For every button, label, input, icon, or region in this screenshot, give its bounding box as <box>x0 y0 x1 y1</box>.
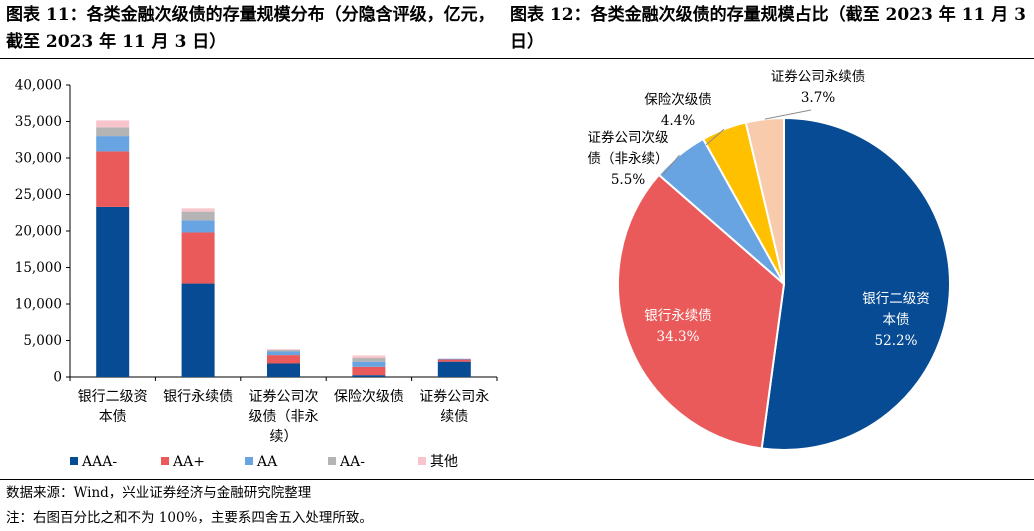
x-category-label: 保险次级债 <box>334 389 404 405</box>
source-note: 数据来源：Wind，兴业证券经济与金融研究院整理 <box>6 485 312 501</box>
bar-segment <box>352 375 386 377</box>
x-category-label: 证券公司次级债（非永续） <box>249 389 319 445</box>
bar-segment <box>352 366 386 376</box>
y-tick-label: 0 <box>53 370 62 386</box>
left-chart-title: 图表 11：各类金融次级债的存量规模分布（分隐含评级，亿元，截至 2023 年 … <box>6 5 495 52</box>
bottom-divider <box>0 479 1034 480</box>
bar-segment <box>267 351 300 356</box>
bar-segment <box>352 361 386 367</box>
pie-slice-label: 银行二级资本债 52.2% <box>862 291 930 349</box>
bar-segment <box>267 349 300 352</box>
legend-swatch <box>70 457 78 465</box>
y-tick-label: 10,000 <box>15 297 62 313</box>
pie-slice-label: 证券公司永续债 3.7% <box>771 69 866 106</box>
bar-segment <box>437 358 471 360</box>
y-tick-label: 20,000 <box>15 224 62 240</box>
legend-swatch <box>418 457 426 465</box>
bar-segment <box>96 206 130 377</box>
legend-label: 其他 <box>430 454 458 470</box>
pie-slice <box>760 116 951 451</box>
bar-segment <box>96 120 130 128</box>
pie-leader-line <box>662 154 680 176</box>
bar-segment <box>96 127 130 137</box>
x-category-label: 银行二级资本债 <box>78 389 148 425</box>
pie-slice-label: 银行永续债 34.3% <box>644 308 712 345</box>
bar-segment <box>267 355 300 364</box>
x-category-label: 证券公司永续债 <box>419 389 489 425</box>
y-tick-label: 40,000 <box>15 78 62 94</box>
y-tick-label: 5,000 <box>23 333 62 349</box>
bar-segment <box>437 359 471 362</box>
legend-swatch <box>245 457 253 465</box>
pie-slice-label: 保险次级债 4.4% <box>644 92 712 129</box>
bar-segment <box>181 283 215 377</box>
y-tick-label: 35,000 <box>15 114 62 130</box>
footnote: 注：右图百分比之和不为 100%，主要系四舍五入处理所致。 <box>6 510 373 526</box>
legend-label: AA+ <box>172 454 205 470</box>
pie-leader-line <box>764 109 812 120</box>
bar-segment <box>181 211 215 221</box>
y-tick-label: 25,000 <box>15 187 62 203</box>
top-divider <box>0 58 1034 59</box>
bar-segment <box>267 363 300 377</box>
bar-segment <box>267 349 300 350</box>
legend-label: AA- <box>339 454 365 470</box>
legend-swatch <box>161 457 169 465</box>
legend-label: AAA- <box>81 454 117 470</box>
bar-segment <box>181 220 215 233</box>
bar-segment <box>181 208 215 212</box>
pie-slice <box>617 173 786 450</box>
pie-leader-line <box>705 128 725 146</box>
legend-label: AA <box>256 454 278 470</box>
bar-segment <box>96 151 130 207</box>
legend-swatch <box>328 457 336 465</box>
bar-segment <box>352 355 386 359</box>
x-category-label: 银行永续债 <box>163 388 233 405</box>
pie-slice-label: 证券公司次级债（非永续） 5.5% <box>588 130 669 188</box>
bar-segment <box>352 358 386 362</box>
right-chart-title: 图表 12：各类金融次级债的存量规模占比（截至 2023 年 11 月 3 日） <box>510 5 1026 52</box>
bar-segment <box>437 361 471 377</box>
pie-chart: 银行二级资本债 52.2% 银行永续债 34.3% 证券公司次级债（非永续） 5.5%保险… <box>588 69 951 451</box>
bar-segment <box>181 232 215 284</box>
y-tick-label: 30,000 <box>15 151 62 167</box>
stacked-bar-chart: 0 5,000 10,000 15,000 20,000 25,000 30,000 35,0… <box>15 78 498 470</box>
y-tick-label: 15,000 <box>15 260 62 276</box>
bar-segment <box>96 136 130 152</box>
